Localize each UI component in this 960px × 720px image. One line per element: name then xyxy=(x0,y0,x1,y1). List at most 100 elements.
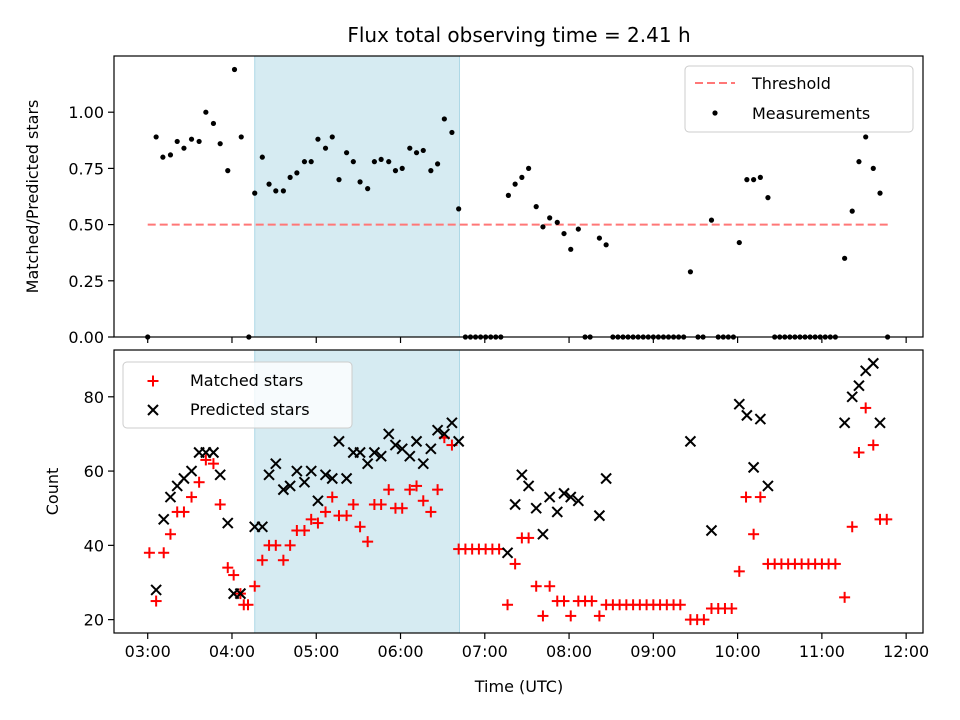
legend-predicted-swatch xyxy=(147,404,159,416)
data-point xyxy=(326,472,338,485)
data-point-stroke xyxy=(593,509,606,522)
x-tick-label: 06:00 xyxy=(377,642,423,661)
data-point-stroke xyxy=(383,428,395,440)
data-point-stroke xyxy=(214,469,226,481)
legend-top: Threshold Measurements xyxy=(684,65,914,133)
data-point xyxy=(543,491,556,503)
data-point xyxy=(383,484,395,496)
data-point-stroke xyxy=(509,498,521,511)
data-point xyxy=(431,424,444,436)
series-predicted-stars xyxy=(150,357,886,600)
data-point-stroke xyxy=(319,469,332,481)
data-point xyxy=(181,145,187,151)
data-point xyxy=(174,138,180,145)
data-point xyxy=(744,177,750,183)
data-point xyxy=(326,491,338,503)
x-tick-label: 05:00 xyxy=(293,642,339,661)
data-point xyxy=(298,476,311,488)
data-point-stroke xyxy=(438,428,451,440)
data-point-stroke xyxy=(417,457,429,470)
data-point-stroke xyxy=(410,435,423,448)
chart-title: Flux total observing time = 2.41 h xyxy=(347,23,690,47)
data-point-stroke xyxy=(684,435,697,448)
data-point xyxy=(708,217,715,223)
legend-measurements-label: Measurements xyxy=(752,104,870,123)
data-point xyxy=(867,357,879,370)
data-point xyxy=(305,465,317,477)
data-point xyxy=(315,136,321,142)
data-point xyxy=(853,447,865,459)
data-point xyxy=(143,547,155,559)
data-point xyxy=(277,483,290,496)
data-point xyxy=(320,506,332,518)
data-point xyxy=(153,134,159,140)
data-point xyxy=(225,168,231,174)
data-point xyxy=(586,595,598,607)
data-point xyxy=(522,480,535,492)
data-point xyxy=(354,521,366,533)
data-point xyxy=(417,495,429,507)
data-point xyxy=(596,235,603,241)
data-point xyxy=(413,150,420,156)
data-point-stroke xyxy=(853,379,865,392)
data-point xyxy=(222,517,234,529)
legend-measurements-swatch xyxy=(712,110,718,116)
data-point xyxy=(523,532,535,544)
data-point xyxy=(365,186,371,192)
data-point xyxy=(765,195,771,201)
data-point xyxy=(378,156,384,163)
data-point xyxy=(178,506,190,518)
data-point xyxy=(287,174,293,180)
data-point xyxy=(603,242,609,248)
data-point xyxy=(294,170,300,176)
data-point xyxy=(519,174,525,180)
data-point xyxy=(277,554,289,566)
data-point xyxy=(417,457,429,470)
data-point xyxy=(203,109,209,115)
data-point-stroke xyxy=(705,524,718,537)
data-point xyxy=(736,239,742,246)
data-point xyxy=(420,147,426,154)
data-point-stroke xyxy=(389,439,402,451)
data-point xyxy=(568,246,574,252)
data-point-stroke xyxy=(754,413,767,425)
data-point xyxy=(741,409,753,422)
data-point xyxy=(846,391,858,403)
data-point-stroke xyxy=(741,409,753,422)
data-point xyxy=(214,469,226,481)
data-point xyxy=(319,469,332,481)
data-point xyxy=(404,484,416,496)
data-point xyxy=(357,179,363,185)
data-point-stroke xyxy=(368,446,381,459)
data-point-stroke xyxy=(354,446,366,459)
series-matched-stars xyxy=(143,402,893,626)
data-point-stroke xyxy=(263,469,275,481)
data-point-stroke xyxy=(256,521,269,533)
data-point xyxy=(347,498,359,510)
data-point xyxy=(870,165,876,171)
data-point-stroke xyxy=(185,465,198,477)
ratio-panel: 0.00 0.25 0.50 0.75 1.00 Matched/Predicted st… xyxy=(23,55,924,347)
data-point-stroke xyxy=(431,424,444,436)
y-tick-label: 20 xyxy=(84,611,104,630)
data-point xyxy=(343,150,350,156)
data-point-stroke xyxy=(874,417,886,429)
data-point xyxy=(754,491,766,503)
data-point-stroke xyxy=(747,461,760,474)
data-point-stroke xyxy=(530,502,542,514)
data-point xyxy=(747,461,760,474)
data-point xyxy=(186,491,198,503)
data-point xyxy=(565,491,577,503)
data-point-stroke xyxy=(551,506,563,518)
data-point xyxy=(238,134,244,140)
x-tick-label: 12:00 xyxy=(883,642,929,661)
data-point-stroke xyxy=(312,495,324,507)
data-point xyxy=(874,417,886,429)
data-point xyxy=(222,562,234,574)
y-tick-label: 60 xyxy=(84,462,104,481)
data-point xyxy=(705,524,718,537)
data-point xyxy=(600,472,612,485)
legend-bottom: Matched stars Predicted stars xyxy=(122,361,353,429)
data-point-stroke xyxy=(298,476,311,488)
data-point-stroke xyxy=(846,391,858,403)
